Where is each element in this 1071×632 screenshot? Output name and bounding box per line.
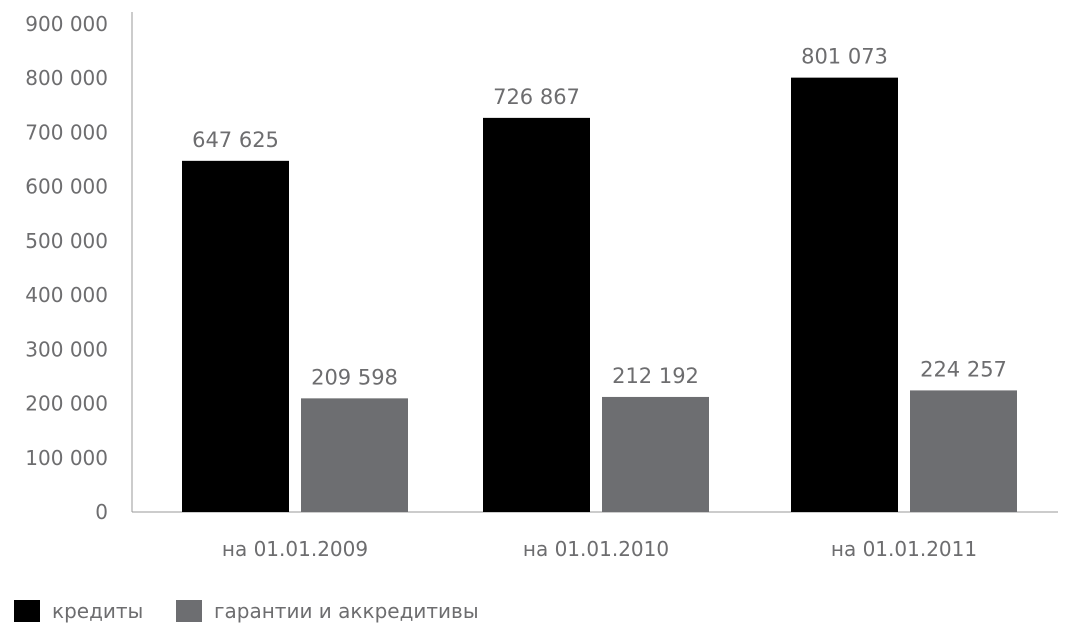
bar-guarantees [301, 398, 408, 512]
bars [182, 78, 1017, 512]
y-tick-label: 900 000 [25, 12, 108, 36]
legend-label: гарантии и аккредитивы [214, 599, 479, 623]
y-tick-label: 300 000 [25, 337, 108, 361]
legend-swatch [176, 600, 202, 622]
y-tick-label: 700 000 [25, 120, 108, 144]
bar-credits [791, 78, 898, 512]
y-tick-label: 400 000 [25, 283, 108, 307]
x-axis: на 01.01.2009 на 01.01.2010 на 01.01.2011 [132, 512, 1058, 561]
y-tick-label: 500 000 [25, 229, 108, 253]
x-category-label: на 01.01.2010 [523, 537, 669, 561]
bar-value-label: 224 257 [920, 357, 1007, 381]
bar-credits [182, 161, 289, 512]
y-axis: 0 100 000 200 000 300 000 400 000 500 000 600 … [25, 12, 132, 524]
legend-label: кредиты [52, 599, 143, 623]
bar-value-label: 647 625 [192, 128, 279, 152]
y-tick-label: 200 000 [25, 392, 108, 416]
bar-value-label: 209 598 [311, 365, 398, 389]
bar-credits [483, 118, 590, 512]
y-tick-label: 0 [95, 500, 108, 524]
legend-swatch [14, 600, 40, 622]
legend: кредиты гарантии и аккредитивы [14, 599, 479, 623]
y-tick-label: 100 000 [25, 446, 108, 470]
bar-value-label: 212 192 [612, 364, 699, 388]
bar-guarantees [910, 390, 1017, 512]
bar-value-label: 726 867 [493, 85, 580, 109]
x-category-label: на 01.01.2011 [831, 537, 977, 561]
x-category-label: на 01.01.2009 [222, 537, 368, 561]
bar-guarantees [602, 397, 709, 512]
y-tick-label: 800 000 [25, 66, 108, 90]
y-tick-label: 600 000 [25, 175, 108, 199]
bar-value-label: 801 073 [801, 45, 888, 69]
